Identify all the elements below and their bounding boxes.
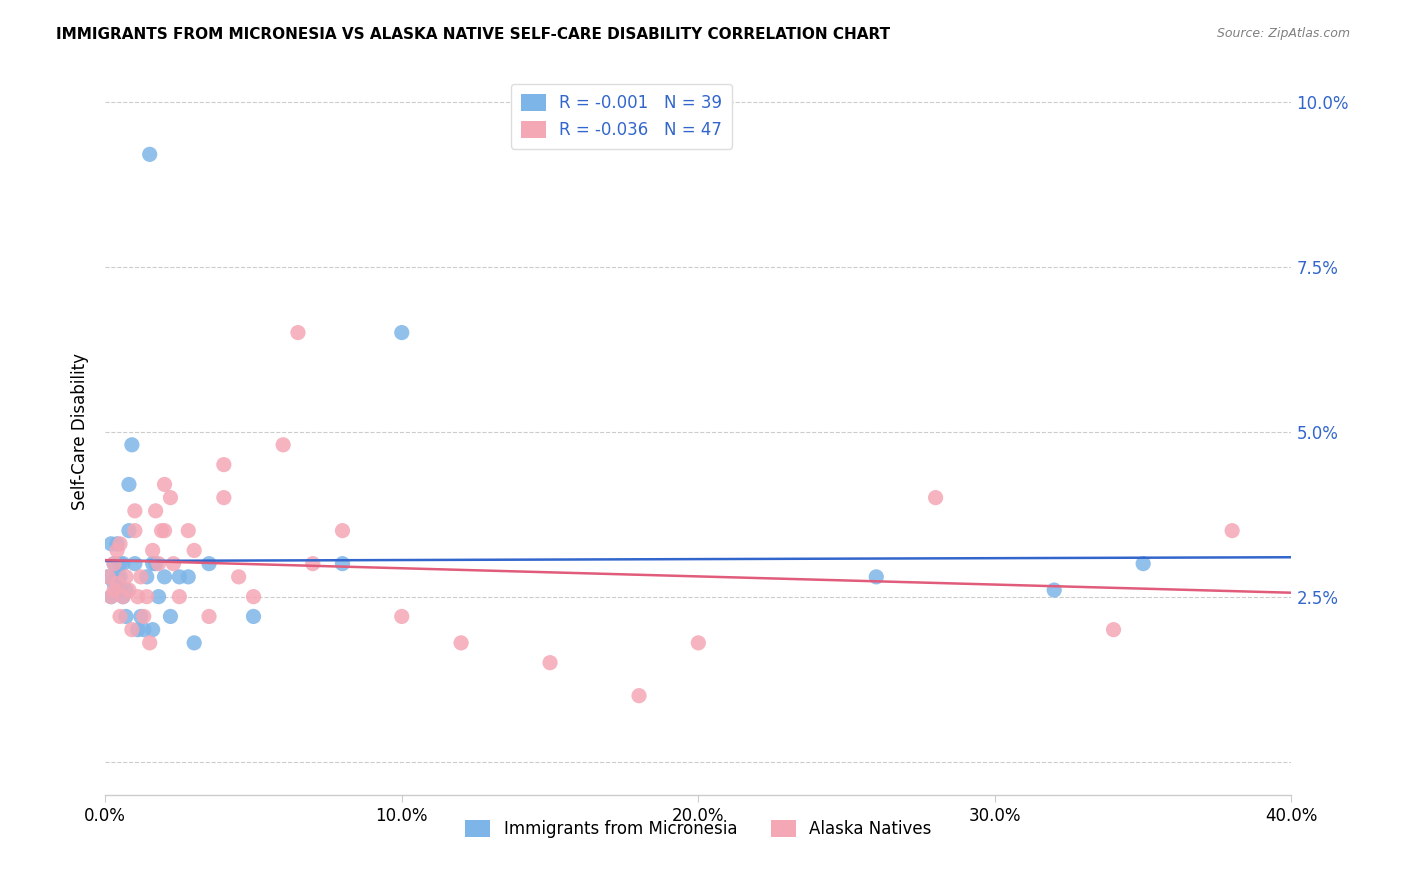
Text: Source: ZipAtlas.com: Source: ZipAtlas.com	[1216, 27, 1350, 40]
Point	[118, 477, 141, 491]
Point	[135, 570, 157, 584]
Point	[162, 557, 184, 571]
Legend: Immigrants from Micronesia, Alaska Natives: Immigrants from Micronesia, Alaska Nativ…	[458, 813, 938, 845]
Point	[138, 147, 160, 161]
Point	[1043, 582, 1066, 597]
Point	[391, 609, 413, 624]
Point	[124, 504, 146, 518]
Point	[287, 326, 309, 340]
Point	[228, 570, 250, 584]
Point	[183, 543, 205, 558]
Point	[271, 438, 294, 452]
Point	[127, 590, 149, 604]
Point	[159, 491, 181, 505]
Point	[127, 623, 149, 637]
Point	[97, 570, 120, 584]
Point	[129, 570, 152, 584]
Point	[118, 524, 141, 538]
Point	[212, 491, 235, 505]
Point	[198, 609, 221, 624]
Text: IMMIGRANTS FROM MICRONESIA VS ALASKA NATIVE SELF-CARE DISABILITY CORRELATION CHA: IMMIGRANTS FROM MICRONESIA VS ALASKA NAT…	[56, 27, 890, 42]
Point	[108, 582, 131, 597]
Point	[242, 609, 264, 624]
Point	[121, 438, 143, 452]
Point	[100, 590, 122, 604]
Point	[169, 590, 191, 604]
Point	[153, 477, 176, 491]
Point	[242, 590, 264, 604]
Point	[198, 557, 221, 571]
Point	[145, 504, 167, 518]
Point	[124, 524, 146, 538]
Point	[118, 582, 141, 597]
Point	[142, 557, 165, 571]
Point	[169, 570, 191, 584]
Point	[111, 557, 134, 571]
Point	[159, 609, 181, 624]
Point	[129, 609, 152, 624]
Point	[301, 557, 323, 571]
Point	[111, 590, 134, 604]
Point	[148, 557, 170, 571]
Point	[538, 656, 561, 670]
Point	[183, 636, 205, 650]
Point	[924, 491, 946, 505]
Point	[332, 557, 354, 571]
Point	[145, 557, 167, 571]
Point	[115, 582, 138, 597]
Point	[148, 590, 170, 604]
Point	[177, 524, 200, 538]
Y-axis label: Self-Care Disability: Self-Care Disability	[72, 353, 89, 510]
Point	[105, 576, 128, 591]
Point	[1102, 623, 1125, 637]
Point	[100, 537, 122, 551]
Point	[103, 582, 125, 597]
Point	[121, 623, 143, 637]
Point	[103, 557, 125, 571]
Point	[111, 590, 134, 604]
Point	[212, 458, 235, 472]
Point	[100, 590, 122, 604]
Point	[105, 543, 128, 558]
Point	[132, 623, 155, 637]
Point	[108, 609, 131, 624]
Point	[332, 524, 354, 538]
Point	[124, 557, 146, 571]
Point	[115, 570, 138, 584]
Point	[108, 537, 131, 551]
Point	[103, 557, 125, 571]
Point	[450, 636, 472, 650]
Point	[177, 570, 200, 584]
Point	[142, 623, 165, 637]
Point	[1132, 557, 1154, 571]
Point	[865, 570, 887, 584]
Point	[153, 524, 176, 538]
Point	[135, 590, 157, 604]
Point	[105, 570, 128, 584]
Point	[105, 537, 128, 551]
Point	[1220, 524, 1243, 538]
Point	[391, 326, 413, 340]
Point	[627, 689, 650, 703]
Point	[103, 576, 125, 591]
Point	[153, 570, 176, 584]
Point	[688, 636, 710, 650]
Point	[138, 636, 160, 650]
Point	[132, 609, 155, 624]
Point	[150, 524, 173, 538]
Point	[108, 570, 131, 584]
Point	[142, 543, 165, 558]
Point	[115, 609, 138, 624]
Point	[108, 557, 131, 571]
Point	[97, 570, 120, 584]
